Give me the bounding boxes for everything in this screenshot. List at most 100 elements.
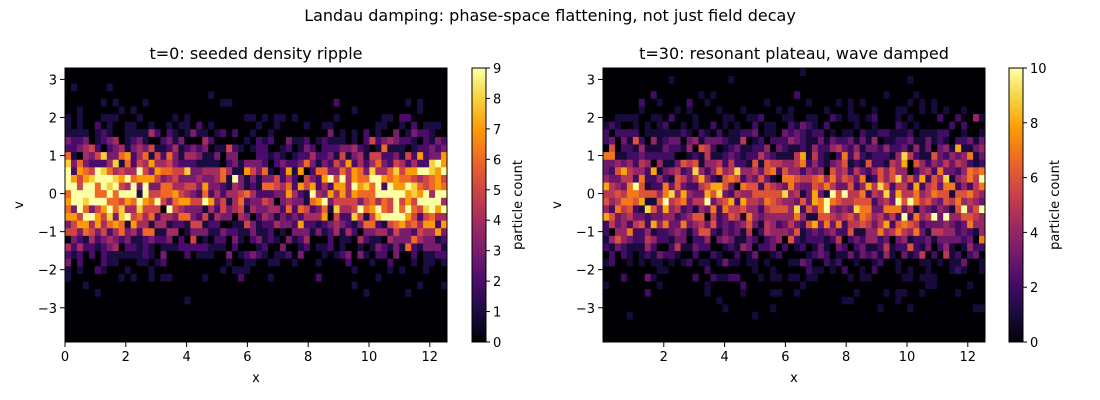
heatmap-cell	[841, 212, 849, 221]
heatmap-cell	[608, 296, 616, 305]
heatmap-cell	[369, 220, 376, 229]
heatmap-cell	[871, 189, 878, 198]
heatmap-cell	[955, 311, 962, 320]
heatmap-cell	[303, 265, 311, 274]
colorbar-segment	[1009, 207, 1023, 211]
heatmap-cell	[799, 128, 807, 137]
heatmap-cell	[776, 311, 783, 320]
heatmap-cell	[841, 205, 849, 214]
heatmap-cell	[871, 128, 878, 137]
heatmap-cell	[919, 83, 926, 92]
heatmap-cell	[267, 235, 275, 244]
heatmap-cell	[435, 205, 442, 214]
colorbar-segment	[472, 173, 486, 176]
heatmap-cell	[202, 319, 209, 328]
colorbar-segment	[1009, 266, 1023, 270]
heatmap-cell	[788, 151, 795, 160]
heatmap-cell	[315, 205, 323, 214]
heatmap-cell	[764, 166, 771, 175]
heatmap-cell	[841, 174, 849, 183]
heatmap-cell	[740, 319, 747, 328]
heatmap-cell	[704, 319, 711, 328]
heatmap-cell	[829, 273, 837, 282]
colorbar-segment	[472, 138, 486, 142]
colorbar-segment	[472, 255, 486, 259]
heatmap-cell	[823, 166, 831, 175]
heatmap-cell	[674, 90, 681, 99]
heatmap-cell	[297, 151, 305, 160]
colorbar-segment	[1009, 220, 1023, 224]
heatmap-cell	[638, 128, 646, 137]
heatmap-cell	[238, 334, 245, 343]
heatmap-cell	[160, 311, 167, 320]
heatmap-cell	[387, 334, 394, 343]
colorbar-segment	[472, 236, 486, 240]
heatmap-cell	[232, 288, 239, 297]
x-tick-label: 6	[781, 350, 789, 365]
heatmap-cell	[728, 182, 735, 191]
heatmap-cell	[620, 265, 628, 274]
heatmap-cell	[656, 303, 664, 312]
heatmap-cell	[877, 98, 884, 107]
heatmap-cell	[943, 250, 950, 259]
heatmap-cell	[794, 90, 801, 99]
colorbar-segment	[472, 99, 486, 103]
heatmap-cell	[734, 189, 741, 198]
colorbar-segment	[472, 184, 486, 188]
heatmap-cell	[662, 273, 670, 282]
heatmap-cell	[435, 273, 442, 282]
heatmap-cell	[76, 205, 84, 214]
heatmap-cell	[967, 83, 974, 92]
heatmap-cell	[190, 98, 197, 107]
heatmap-cell	[955, 68, 962, 77]
heatmap-cell	[979, 144, 986, 153]
heatmap-cell	[799, 106, 807, 115]
heatmap-cell	[375, 197, 382, 206]
heatmap-cell	[913, 303, 920, 312]
heatmap-cell	[847, 212, 855, 221]
heatmap-cell	[202, 182, 209, 191]
heatmap-cell	[405, 128, 412, 137]
colorbar-segment	[1009, 129, 1023, 133]
heatmap-cell	[82, 68, 90, 77]
colorbar-segment	[472, 170, 486, 174]
heatmap-cell	[764, 174, 771, 183]
heatmap-cell	[267, 319, 275, 328]
heatmap-cell	[931, 288, 938, 297]
heatmap-cell	[291, 83, 299, 92]
colorbar-segment	[472, 328, 486, 332]
heatmap-cell	[244, 75, 251, 84]
heatmap-cell	[261, 296, 269, 305]
colorbar-segment	[472, 120, 486, 124]
heatmap-cell	[674, 281, 681, 290]
heatmap-cell	[961, 243, 968, 252]
y-tick-label: 2	[49, 111, 57, 126]
heatmap-cell	[603, 235, 610, 244]
heatmap-cell	[315, 243, 323, 252]
heatmap-cell	[865, 303, 872, 312]
heatmap-cell	[853, 227, 861, 236]
heatmap-cell	[100, 136, 108, 145]
colorbar-segment	[1009, 205, 1023, 208]
heatmap-cell	[811, 326, 819, 335]
heatmap-cell	[841, 319, 849, 328]
heatmap-cell	[429, 220, 436, 229]
heatmap-cell	[722, 151, 729, 160]
heatmap-cell	[686, 227, 693, 236]
heatmap-cell	[943, 189, 950, 198]
heatmap-cell	[393, 311, 400, 320]
heatmap-cell	[417, 113, 424, 122]
heatmap-cell	[907, 121, 914, 130]
heatmap-cell	[740, 136, 747, 145]
heatmap-cell	[411, 205, 418, 214]
heatmap-cell	[770, 75, 777, 84]
heatmap-cell	[273, 303, 281, 312]
heatmap-cell	[267, 166, 275, 175]
heatmap-cell	[871, 166, 878, 175]
heatmap-cell	[620, 220, 628, 229]
heatmap-cell	[315, 144, 323, 153]
heatmap-cell	[321, 303, 329, 312]
heatmap-cell	[267, 326, 275, 335]
heatmap-cell	[680, 106, 687, 115]
heatmap-cell	[746, 98, 753, 107]
